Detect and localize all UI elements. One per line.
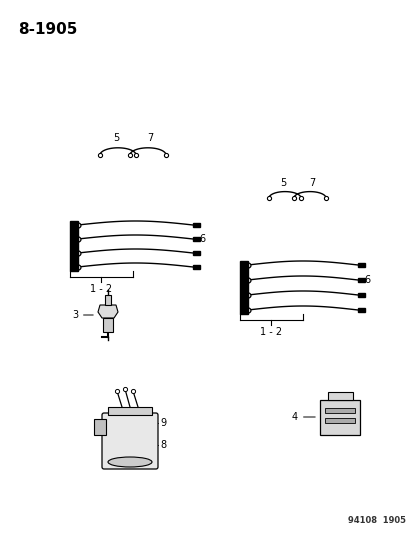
Bar <box>192 251 199 255</box>
Text: 3: 3 <box>72 310 93 320</box>
Text: 1 - 2: 1 - 2 <box>90 284 112 294</box>
Bar <box>327 392 352 400</box>
Bar <box>70 221 78 271</box>
Text: 6: 6 <box>199 234 204 244</box>
Bar <box>357 293 364 297</box>
Bar <box>103 318 113 332</box>
Text: 7: 7 <box>147 133 153 143</box>
Bar <box>192 237 199 241</box>
Text: 1 - 2: 1 - 2 <box>260 327 282 337</box>
Text: 5: 5 <box>113 133 119 143</box>
Text: 4: 4 <box>291 412 314 422</box>
Ellipse shape <box>108 457 152 467</box>
Bar <box>108 407 152 415</box>
Text: 94108  1905: 94108 1905 <box>347 516 405 525</box>
Bar <box>192 265 199 269</box>
Bar <box>357 308 364 312</box>
Text: 7: 7 <box>308 178 314 188</box>
Text: 8: 8 <box>159 440 166 450</box>
Bar <box>357 263 364 267</box>
Bar <box>324 408 354 413</box>
Bar <box>192 223 199 227</box>
Bar <box>324 418 354 423</box>
Text: 5: 5 <box>279 178 285 188</box>
FancyBboxPatch shape <box>102 413 158 469</box>
Bar <box>240 261 247 314</box>
Text: 9: 9 <box>159 418 166 428</box>
Bar <box>105 295 111 305</box>
Polygon shape <box>98 305 118 318</box>
Bar <box>94 419 106 435</box>
Bar <box>357 278 364 282</box>
Text: 6: 6 <box>363 275 369 285</box>
Text: 8-1905: 8-1905 <box>18 22 77 37</box>
Bar <box>319 400 359 435</box>
